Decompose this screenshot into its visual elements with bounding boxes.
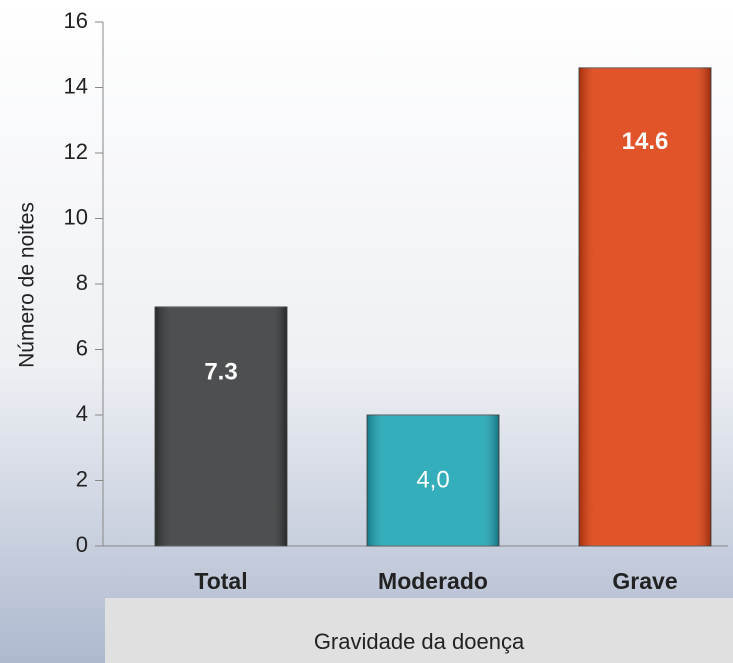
- x-tick-label: Moderado: [378, 568, 488, 594]
- y-tick-label: 4: [76, 401, 88, 426]
- y-tick-label: 14: [64, 73, 88, 98]
- y-tick-label: 12: [64, 139, 88, 164]
- y-tick-label: 10: [64, 204, 88, 229]
- value-label: 7.3: [204, 358, 237, 385]
- xlabel-box: [105, 598, 733, 663]
- x-tick-label: Grave: [612, 568, 677, 594]
- y-axis-label: Número de noites: [16, 202, 39, 368]
- y-tick-label: 2: [76, 466, 88, 491]
- x-tick-label: Total: [194, 568, 247, 594]
- value-label: 4,0: [416, 466, 449, 493]
- value-label: 14.6: [622, 128, 669, 155]
- bar-shine: [367, 415, 499, 546]
- y-tick-label: 8: [76, 270, 88, 295]
- bar-shine: [155, 306, 287, 546]
- y-tick-label: 0: [76, 532, 88, 557]
- x-axis-label: Gravidade da doença: [314, 629, 525, 654]
- y-tick-label: 6: [76, 335, 88, 360]
- bar-shine: [579, 67, 711, 546]
- y-tick-label: 16: [64, 8, 88, 33]
